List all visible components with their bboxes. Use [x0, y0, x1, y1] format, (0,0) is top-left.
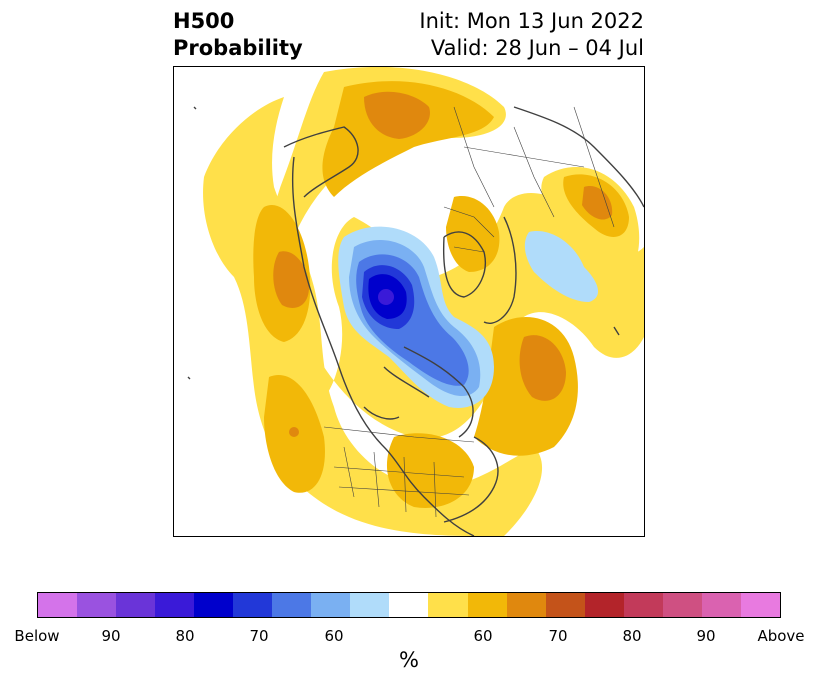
colorbar-unit-label: %: [399, 648, 419, 672]
colorbar-segment: [77, 593, 117, 617]
above-70-spot: [289, 427, 299, 437]
coastline-pacific-islands: [187, 106, 620, 380]
border-canada-us: [323, 426, 475, 443]
coastline-greenland: [442, 231, 486, 298]
colorbar-tick-label: 70: [548, 627, 568, 645]
coastline-north-america: [291, 156, 475, 536]
above-65-us: [386, 433, 474, 508]
coastline-europe: [483, 216, 517, 324]
colorbar-segment: [116, 593, 156, 617]
map-subtitle: Init: Mon 13 Jun 2022 Valid: 28 Jun – 04…: [419, 8, 644, 62]
colorbar-segment: [38, 593, 78, 617]
colorbar-segment: [428, 593, 468, 617]
colorbar-segment: [623, 593, 663, 617]
coastline-arctic-islands: [363, 366, 430, 420]
political-borders: [323, 106, 615, 518]
colorbar-segment: [389, 593, 429, 617]
valid-range: Valid: 28 Jun – 04 Jul: [430, 36, 644, 60]
coastline-alaska: [283, 126, 359, 198]
above-70-greenland: [364, 91, 430, 139]
coastline-eurasia: [513, 106, 644, 208]
map-canvas: [187, 67, 644, 536]
title-line-2: Probability: [173, 36, 303, 60]
colorbar-segment: [155, 593, 195, 617]
above-65-region: [322, 81, 494, 197]
colorbar-segment: [584, 593, 624, 617]
above-65-europe: [446, 196, 500, 272]
colorbar-segment: [350, 593, 390, 617]
colorbar-tick-label: Below: [14, 627, 60, 645]
colorbar-tick-label: 90: [696, 627, 716, 645]
coastlines: [187, 106, 644, 536]
colorbar: [37, 592, 781, 618]
colorbar-segment: [233, 593, 273, 617]
border-us-states-b: [333, 466, 470, 496]
colorbar-tick-label: 60: [324, 627, 344, 645]
colorbar-segment: [740, 593, 780, 617]
above-70-siberia: [582, 186, 613, 220]
above-70-atlantic: [519, 335, 566, 401]
colorbar-segment: [272, 593, 312, 617]
colorbar-segment: [662, 593, 702, 617]
colorbar-segment: [701, 593, 741, 617]
border-us-states-a: [343, 446, 437, 518]
border-europe: [443, 206, 495, 253]
probability-map: [173, 66, 645, 537]
colorbar-tick-label: 60: [473, 627, 493, 645]
colorbar-tick-label: 80: [175, 627, 195, 645]
colorbar-tick-label: 90: [101, 627, 121, 645]
colorbar-segment: [467, 593, 507, 617]
coastline-hudson-bay: [403, 346, 474, 438]
border-eurasia-b: [463, 106, 615, 228]
colorbar-tick-label: 80: [622, 627, 642, 645]
below-85-core: [378, 289, 394, 305]
coastline-atlantic: [443, 436, 499, 523]
colorbar-segment: [545, 593, 585, 617]
border-eurasia-a: [453, 106, 555, 218]
colorbar-segment: [194, 593, 234, 617]
title-line-1: H500: [173, 9, 235, 33]
colorbar-tick-label: 70: [249, 627, 269, 645]
below-60-east: [524, 231, 599, 302]
colorbar-segment: [311, 593, 351, 617]
init-date: Init: Mon 13 Jun 2022: [419, 9, 644, 33]
map-title: H500 Probability: [173, 8, 303, 62]
colorbar-segment: [506, 593, 546, 617]
colorbar-tick-label: Above: [757, 627, 805, 645]
above-70-pacific: [273, 251, 309, 308]
